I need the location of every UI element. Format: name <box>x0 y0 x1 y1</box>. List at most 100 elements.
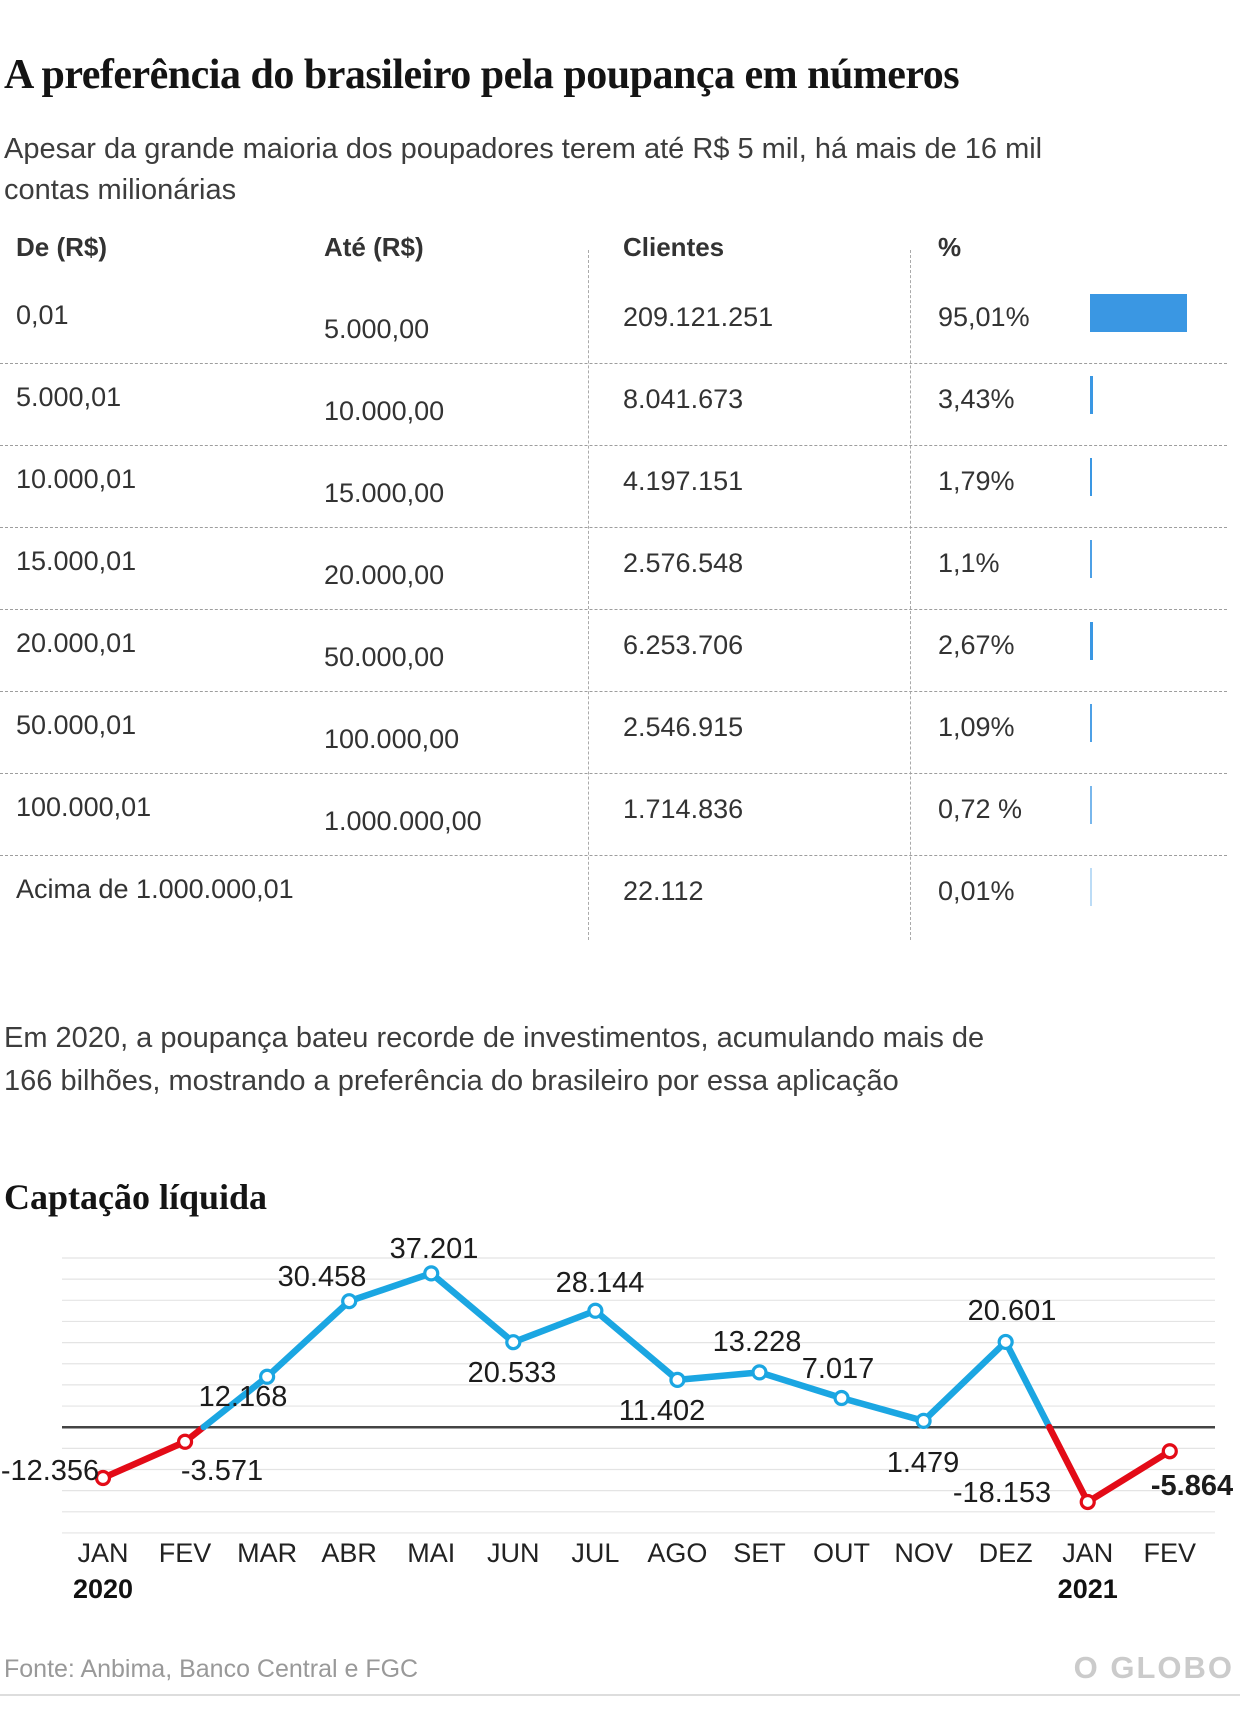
x-axis-month-label: DEZ <box>979 1538 1033 1568</box>
x-axis-month-label: NOV <box>894 1538 953 1568</box>
data-point-marker <box>915 1412 932 1429</box>
table-row: 50.000,01 100.000,00 2.546.915 1,09% <box>0 692 1227 774</box>
x-axis-month-label: FEV <box>1144 1538 1197 1568</box>
cell-ate: 1.000.000,00 <box>324 806 482 836</box>
data-point-label: 12.168 <box>199 1381 288 1413</box>
x-axis-month-label: ABR <box>321 1538 377 1568</box>
data-point-marker <box>341 1293 358 1310</box>
chart-line-segment <box>920 1338 1009 1425</box>
data-point-marker <box>94 1469 112 1487</box>
table-header: De (R$) Até (R$) Clientes % <box>0 222 1240 282</box>
data-point-label: 1.479 <box>887 1447 960 1479</box>
data-point-label: -5.864 <box>1151 1470 1233 1502</box>
chart-line-segment <box>427 1270 517 1346</box>
cell-ate: 100.000,00 <box>324 724 460 754</box>
chart-heading: Captação líquida <box>4 1176 268 1217</box>
chart-line-segment <box>1002 1338 1053 1431</box>
data-point-label: -18.153 <box>953 1477 1051 1509</box>
percentage-bar <box>1090 458 1092 496</box>
percentage-bar <box>1090 376 1094 414</box>
chart-line-segment <box>345 1270 435 1305</box>
cell-pct: 1,09% <box>938 712 1015 742</box>
chart-line-segment <box>1084 1447 1174 1506</box>
column-divider <box>588 250 589 940</box>
table-row: 5.000,01 10.000,00 8.041.673 3,43% <box>0 364 1227 446</box>
x-axis-month-label: SET <box>733 1538 786 1568</box>
cell-de: Acima de 1.000.000,01 <box>16 874 294 904</box>
data-point-marker <box>1079 1493 1096 1511</box>
cell-clientes: 2.576.548 <box>623 548 744 578</box>
data-point-marker <box>505 1334 522 1351</box>
cell-clientes: 8.041.673 <box>623 384 744 414</box>
data-point-marker <box>833 1389 850 1407</box>
cell-pct: 1,1% <box>938 548 1000 578</box>
data-point-marker <box>423 1265 440 1282</box>
cell-pct: 2,67% <box>938 630 1015 660</box>
cell-clientes: 2.546.915 <box>623 712 744 742</box>
savings-table: De (R$) Até (R$) Clientes % 0,01 5.000,00… <box>0 222 1240 944</box>
x-axis-month-label: JAN <box>77 1538 128 1568</box>
cell-de: 100.000,01 <box>16 792 152 822</box>
column-header-ate: Até (R$) <box>324 232 424 262</box>
data-point-marker <box>669 1371 686 1389</box>
cell-ate: 15.000,00 <box>324 478 445 508</box>
data-point-label: 37.201 <box>390 1233 479 1265</box>
percentage-bar <box>1090 294 1187 332</box>
percentage-bar <box>1090 786 1092 824</box>
cell-ate: 5.000,00 <box>324 314 430 344</box>
data-point-marker <box>997 1333 1014 1351</box>
cell-de: 50.000,01 <box>16 710 137 740</box>
data-point-label: 30.458 <box>278 1261 367 1293</box>
table-row: 15.000,01 20.000,00 2.576.548 1,1% <box>0 528 1227 610</box>
data-point-label: 20.533 <box>468 1357 557 1389</box>
cell-clientes: 209.121.251 <box>623 302 774 332</box>
x-axis-month-label: FEV <box>159 1538 212 1568</box>
percentage-bar <box>1090 868 1092 906</box>
table-rows: 0,01 5.000,00 209.121.251 95,01% 5.000,01 10.… <box>0 282 1240 937</box>
cell-de: 10.000,01 <box>16 464 137 494</box>
cell-pct: 0,72 % <box>938 794 1023 824</box>
x-axis-year-label: 2021 <box>1058 1574 1118 1604</box>
x-axis-month-label: JUN <box>487 1538 540 1568</box>
cell-clientes: 22.112 <box>623 876 704 906</box>
x-axis-month-label: MAR <box>237 1538 297 1568</box>
bottom-divider <box>0 1694 1240 1696</box>
percentage-bar <box>1090 622 1093 660</box>
x-axis-month-label: OUT <box>813 1538 870 1568</box>
table-row: Acima de 1.000.000,01 22.112 0,01% <box>0 856 1227 937</box>
data-point-marker <box>751 1364 768 1381</box>
percentage-bar <box>1090 704 1092 742</box>
table-row: 20.000,01 50.000,00 6.253.706 2,67% <box>0 610 1227 692</box>
page-subtitle: Apesar da grande maioria dos poupadores … <box>4 133 1043 206</box>
globo-logo: O GLOBO <box>1073 1650 1234 1685</box>
data-point-label: -12.356 <box>1 1455 99 1487</box>
data-point-label: 11.402 <box>619 1395 706 1427</box>
cell-ate: 50.000,00 <box>324 642 445 672</box>
cell-pct: 0,01% <box>938 876 1015 906</box>
chart-line-segment <box>263 1297 353 1380</box>
cell-ate: 10.000,00 <box>324 396 445 426</box>
net-inflow-chart: -12.356 -3.571 12.168 30.458 37.201 20.533 28.… <box>0 1220 1240 1620</box>
x-axis-month-label: JUL <box>571 1538 619 1568</box>
cell-clientes: 6.253.706 <box>623 630 744 660</box>
chart-line-segment <box>1046 1423 1091 1506</box>
column-header-de: De (R$) <box>16 232 108 262</box>
chart-line-segment <box>200 1373 271 1431</box>
cell-ate: 20.000,00 <box>324 560 445 590</box>
cell-pct: 3,43% <box>938 384 1015 414</box>
column-header-clientes: Clientes <box>623 232 725 262</box>
percentage-bar <box>1090 540 1092 578</box>
cell-pct: 95,01% <box>938 302 1030 332</box>
page-title: A preferência do brasileiro pela poupanç… <box>4 52 960 99</box>
chart-line-segment <box>510 1307 599 1346</box>
source-credit: Fonte: Anbima, Banco Central e FGC <box>4 1655 419 1683</box>
table-row: 100.000,01 1.000.000,00 1.714.836 0,72 % <box>0 774 1227 856</box>
note-paragraph: Em 2020, a poupança bateu recorde de inv… <box>4 1022 985 1097</box>
column-divider <box>910 250 911 940</box>
x-axis-month-label: MAI <box>407 1538 455 1568</box>
chart-line-segment <box>756 1369 845 1402</box>
cell-clientes: 4.197.151 <box>623 466 744 496</box>
data-point-marker <box>1161 1443 1178 1460</box>
x-axis-month-label: JAN <box>1062 1538 1113 1568</box>
